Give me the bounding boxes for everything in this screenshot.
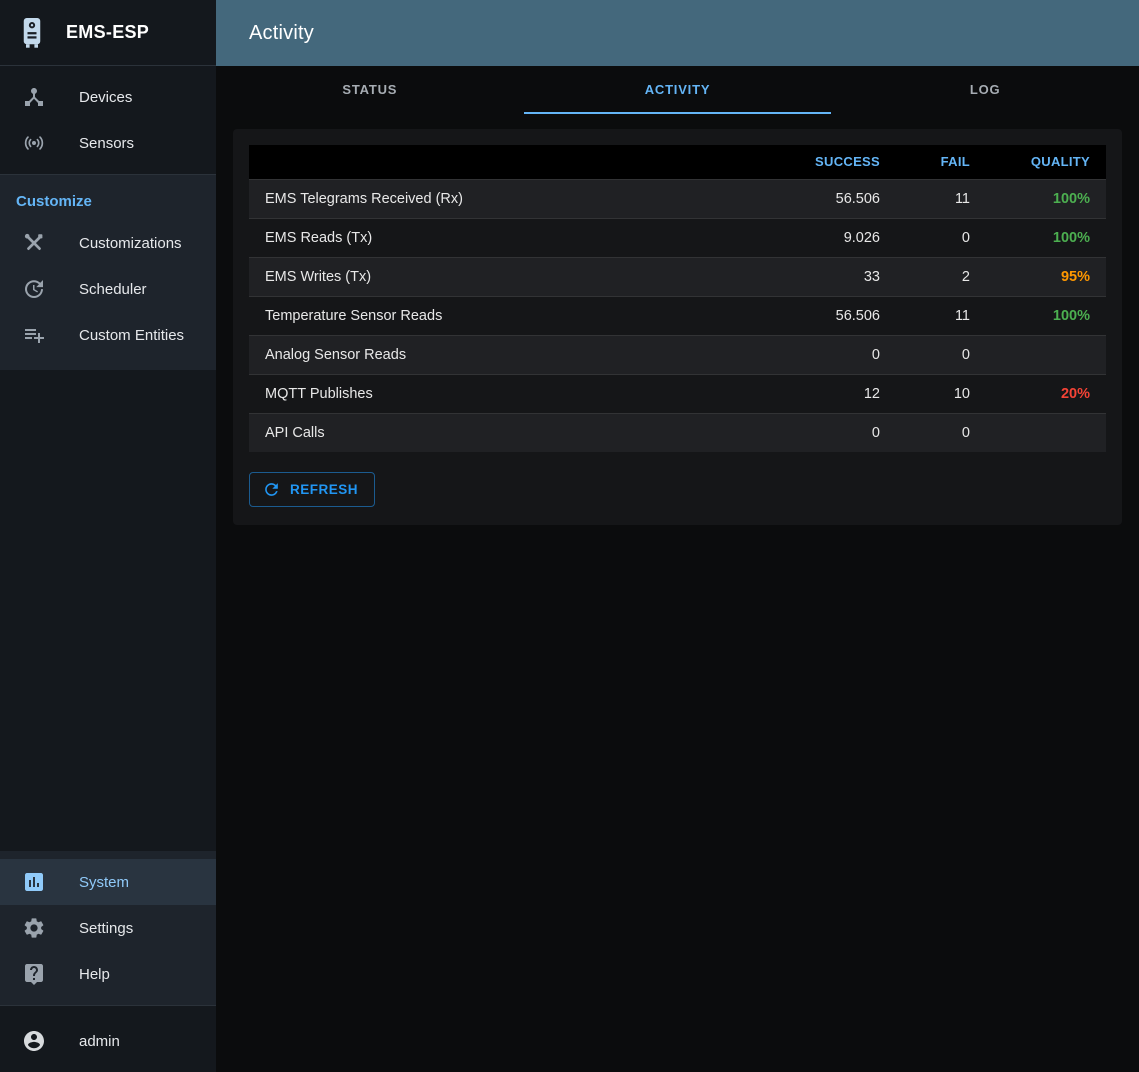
metric-name: Analog Sensor Reads xyxy=(249,334,776,374)
brand-name: EMS-ESP xyxy=(66,22,150,42)
sidebar-group-system: System Settings Help xyxy=(0,851,216,1005)
fail-value: 11 xyxy=(896,295,986,335)
refresh-icon xyxy=(265,483,278,496)
sidebar-item-custom-entities[interactable]: Custom Entities xyxy=(0,312,216,358)
success-value: 56.506 xyxy=(776,178,896,218)
sidebar-item-scheduler[interactable]: Scheduler xyxy=(0,266,216,312)
quality-value: 100% xyxy=(986,178,1106,218)
header-quality: QUALITY xyxy=(1030,154,1090,170)
header-metric xyxy=(249,145,776,179)
header-fail: FAIL xyxy=(940,154,970,170)
fail-value: 0 xyxy=(896,217,986,257)
main-area: Activity STATUS ACTIVITY LOG SUCCESS FAI… xyxy=(216,0,1139,1072)
gear-icon xyxy=(22,916,46,940)
customize-section-label: Customize xyxy=(16,193,92,210)
account-circle-icon xyxy=(22,1029,46,1053)
table-header-row: SUCCESS FAIL QUALITY xyxy=(249,145,1106,179)
metric-name: EMS Writes (Tx) xyxy=(249,256,776,296)
sidebar-header: EMS-ESP xyxy=(0,0,216,66)
success-value: 56.506 xyxy=(776,295,896,335)
tab-status[interactable]: STATUS xyxy=(342,81,398,97)
quality-value: 100% xyxy=(986,217,1106,257)
fail-value: 2 xyxy=(896,256,986,296)
table-row: MQTT Publishes 12 10 20% xyxy=(249,373,1106,413)
playlist-add-icon xyxy=(22,323,46,347)
sidebar-group-customize: Customize Customizations Scheduler Custo… xyxy=(0,174,216,370)
tab-log[interactable]: LOG xyxy=(969,81,1001,97)
table-row: EMS Reads (Tx) 9.026 0 100% xyxy=(249,217,1106,257)
device-hub-icon xyxy=(22,85,46,109)
metric-name: Temperature Sensor Reads xyxy=(249,295,776,335)
success-value: 12 xyxy=(776,373,896,413)
header-success: SUCCESS xyxy=(815,154,880,170)
bar-chart-icon xyxy=(22,870,46,894)
quality-value: 95% xyxy=(986,256,1106,296)
success-value: 0 xyxy=(776,334,896,374)
help-icon xyxy=(22,962,46,986)
scheduler-clock-icon xyxy=(22,277,46,301)
sidebar-item-label: Devices xyxy=(79,88,133,106)
fail-value: 11 xyxy=(896,178,986,218)
success-value: 0 xyxy=(776,412,896,452)
sidebar-item-label: Help xyxy=(79,965,110,983)
table-row: API Calls 0 0 xyxy=(249,412,1106,452)
activity-card: SUCCESS FAIL QUALITY EMS Telegrams Recei… xyxy=(233,129,1122,525)
quality-value: 20% xyxy=(986,373,1106,413)
sidebar: EMS-ESP Devices Sensors Customize xyxy=(0,0,216,1072)
sidebar-item-customizations[interactable]: Customizations xyxy=(0,220,216,266)
fail-value: 10 xyxy=(896,373,986,413)
sensors-icon xyxy=(22,131,46,155)
success-value: 33 xyxy=(776,256,896,296)
tab-activity[interactable]: ACTIVITY xyxy=(523,66,832,114)
table-row: Temperature Sensor Reads 56.506 11 100% xyxy=(249,295,1106,335)
sidebar-item-label: Sensors xyxy=(79,134,135,152)
sidebar-item-devices[interactable]: Devices xyxy=(0,74,216,120)
sidebar-group-main: Devices Sensors xyxy=(0,66,216,174)
sidebar-item-label: Settings xyxy=(79,919,134,937)
quality-value xyxy=(986,412,1106,452)
sidebar-item-label: Scheduler xyxy=(79,280,147,298)
fail-value: 0 xyxy=(896,412,986,452)
quality-value xyxy=(986,334,1106,374)
sidebar-item-label: System xyxy=(79,873,130,891)
sidebar-group-user: admin xyxy=(0,1005,216,1072)
sidebar-item-help[interactable]: Help xyxy=(0,951,216,997)
tab-bar: STATUS ACTIVITY LOG xyxy=(216,66,1139,114)
content-area: STATUS ACTIVITY LOG SUCCESS FAIL QUALITY xyxy=(216,66,1139,1072)
sidebar-item-label: Customizations xyxy=(79,234,182,252)
sidebar-item-sensors[interactable]: Sensors xyxy=(0,120,216,166)
ems-esp-logo-icon xyxy=(23,17,41,48)
page-title: Activity xyxy=(249,21,314,44)
sidebar-item-settings[interactable]: Settings xyxy=(0,905,216,951)
metric-name: EMS Reads (Tx) xyxy=(249,217,776,257)
metric-name: API Calls xyxy=(249,412,776,452)
refresh-label: REFRESH xyxy=(290,482,359,497)
table-row: EMS Writes (Tx) 33 2 95% xyxy=(249,256,1106,296)
fail-value: 0 xyxy=(896,334,986,374)
appbar: Activity xyxy=(216,0,1139,66)
sidebar-spacer xyxy=(0,370,216,851)
activity-table: SUCCESS FAIL QUALITY EMS Telegrams Recei… xyxy=(249,145,1106,452)
sidebar-item-system[interactable]: System xyxy=(0,859,216,905)
table-row: EMS Telegrams Received (Rx) 56.506 11 10… xyxy=(249,178,1106,218)
sidebar-item-label: Custom Entities xyxy=(79,326,185,344)
metric-name: MQTT Publishes xyxy=(249,373,776,413)
table-row: Analog Sensor Reads 0 0 xyxy=(249,334,1106,374)
construction-icon xyxy=(22,231,46,255)
sidebar-item-admin[interactable]: admin xyxy=(0,1018,216,1064)
success-value: 9.026 xyxy=(776,217,896,257)
metric-name: EMS Telegrams Received (Rx) xyxy=(249,178,776,218)
quality-value: 100% xyxy=(986,295,1106,335)
sidebar-item-label: admin xyxy=(79,1032,120,1050)
refresh-button[interactable]: REFRESH xyxy=(249,472,376,507)
